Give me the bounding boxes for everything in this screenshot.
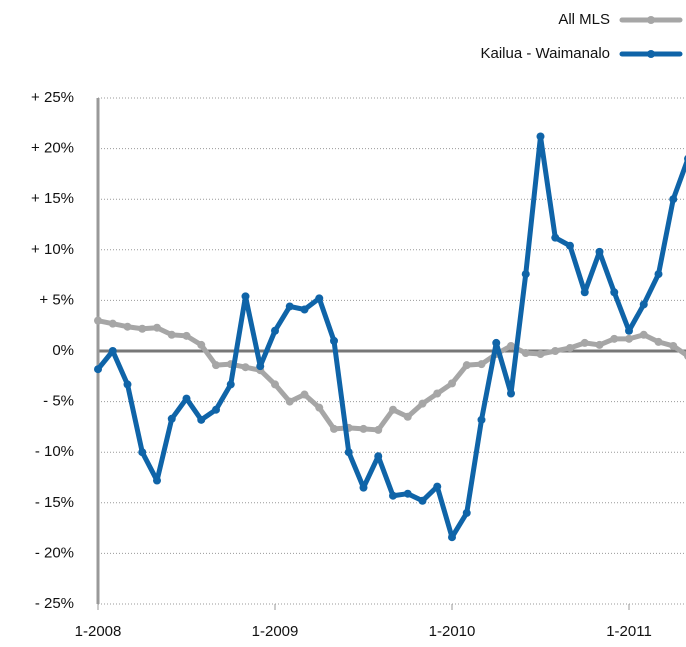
x-tick-label: 1-2011 <box>606 623 652 640</box>
data-point <box>241 292 250 301</box>
y-tick-label: + 20% <box>31 140 74 157</box>
data-point <box>625 334 633 343</box>
data-point <box>403 489 412 498</box>
data-point <box>492 338 501 347</box>
data-point <box>551 233 560 242</box>
x-tick-label: 1-2009 <box>252 623 299 640</box>
data-point <box>654 270 663 279</box>
data-point <box>462 361 471 370</box>
data-point <box>551 347 560 355</box>
data-point <box>182 394 191 403</box>
data-point <box>580 288 589 297</box>
data-point <box>521 270 530 279</box>
y-tick-label: + 10% <box>31 241 74 258</box>
legend-marker <box>647 50 655 58</box>
data-point <box>507 341 515 350</box>
data-point <box>123 380 132 389</box>
data-point <box>256 362 265 371</box>
plot-area <box>94 132 686 542</box>
data-point <box>138 324 147 333</box>
data-point <box>153 476 161 485</box>
data-point <box>389 405 397 414</box>
data-point <box>315 403 324 412</box>
y-tick-label: + 15% <box>31 190 74 207</box>
data-point <box>94 316 102 325</box>
data-point <box>669 195 678 204</box>
data-point <box>241 363 250 372</box>
data-point <box>566 241 574 250</box>
data-point <box>300 390 309 399</box>
data-point <box>418 496 427 505</box>
legend-label: Kailua - Waimanalo <box>481 45 611 62</box>
data-point <box>123 322 132 331</box>
data-point <box>625 326 633 335</box>
data-point <box>285 397 294 406</box>
data-point <box>566 343 574 352</box>
data-point <box>536 350 545 359</box>
data-point <box>167 330 176 339</box>
data-point <box>654 337 663 346</box>
data-point <box>433 389 442 398</box>
x-tick-label: 1-2010 <box>429 623 476 640</box>
data-point <box>595 340 604 349</box>
data-point <box>507 389 515 398</box>
data-point <box>359 424 368 433</box>
data-point <box>374 425 383 434</box>
data-point <box>521 349 530 358</box>
data-point <box>300 305 309 314</box>
data-point <box>138 448 147 457</box>
data-point <box>389 491 397 500</box>
data-point <box>580 338 589 347</box>
data-point <box>639 300 648 309</box>
y-tick-label: - 25% <box>35 595 74 612</box>
data-point <box>477 415 486 424</box>
y-tick-label: + 25% <box>31 89 74 106</box>
data-point <box>108 319 117 328</box>
y-tick-label: 0% <box>52 342 74 359</box>
data-point <box>374 452 383 461</box>
y-tick-label: - 10% <box>35 443 74 460</box>
data-point <box>610 334 619 343</box>
data-point <box>448 533 456 542</box>
data-point <box>226 380 235 389</box>
data-point <box>271 380 279 389</box>
data-point <box>610 288 619 297</box>
data-point <box>94 365 102 374</box>
data-point <box>639 330 648 339</box>
y-tick-label: + 5% <box>39 291 74 308</box>
data-point <box>108 347 117 355</box>
data-point <box>477 360 486 369</box>
data-point <box>197 340 206 349</box>
data-point <box>418 399 427 408</box>
legend-marker <box>647 16 655 24</box>
data-point <box>285 302 294 311</box>
x-tick-label: 1-2008 <box>75 623 122 640</box>
y-tick-label: - 20% <box>35 544 74 561</box>
data-point <box>153 323 161 332</box>
data-point <box>315 294 324 303</box>
data-point <box>271 326 279 335</box>
data-point <box>330 424 338 433</box>
data-point <box>536 132 545 141</box>
data-point <box>167 414 176 423</box>
data-point <box>433 482 442 491</box>
data-point <box>462 508 471 517</box>
data-point <box>669 341 678 350</box>
data-point <box>197 415 206 424</box>
data-point <box>359 483 368 492</box>
data-point <box>212 361 220 370</box>
data-point <box>330 336 338 345</box>
y-tick-label: - 15% <box>35 494 74 511</box>
data-point <box>212 405 220 414</box>
y-tick-label: - 5% <box>43 393 74 410</box>
data-point <box>448 379 456 388</box>
legend-label: All MLS <box>558 11 610 28</box>
data-point <box>595 247 604 256</box>
data-point <box>403 412 412 421</box>
data-point <box>182 331 191 340</box>
data-point <box>344 448 353 457</box>
